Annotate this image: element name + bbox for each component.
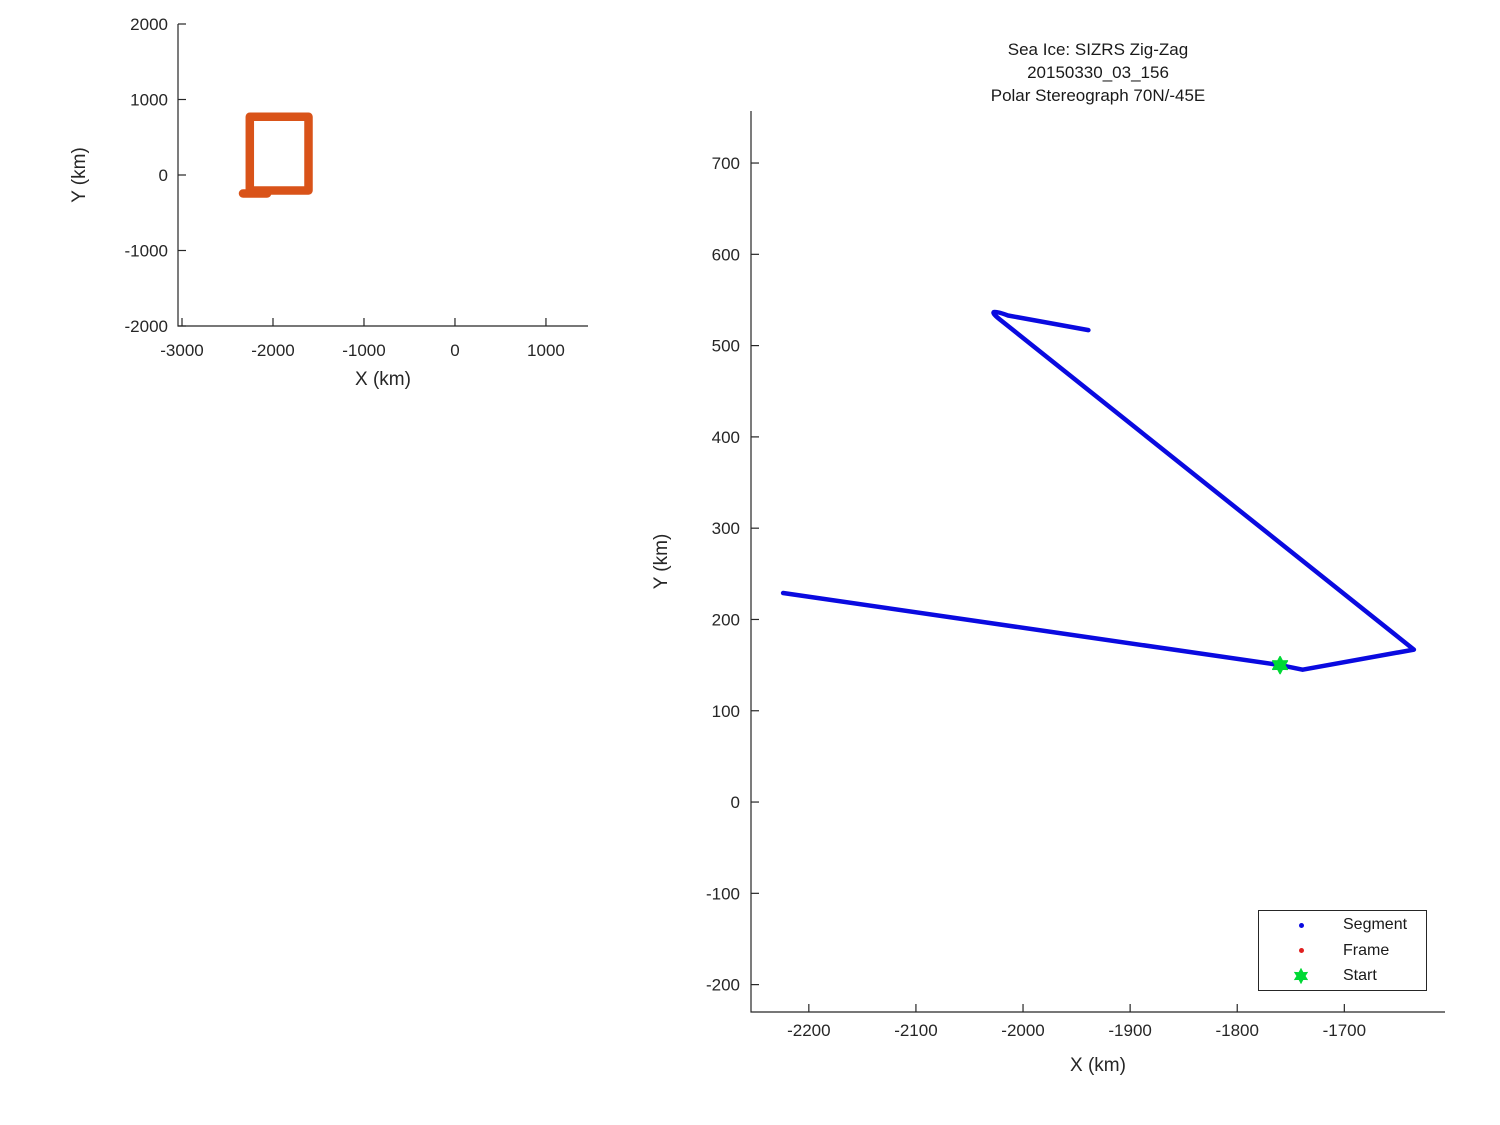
start-hexagram-shape (1293, 968, 1309, 984)
axes-spines (177, 24, 588, 327)
y-tick-label: 2000 (130, 15, 168, 34)
y-tick-label: 0 (731, 793, 740, 812)
x-axis-label: X (km) (355, 369, 411, 390)
x-axis-label: X (km) (1070, 1055, 1126, 1076)
start-marker (1271, 655, 1289, 675)
x-tick-label: -3000 (160, 341, 203, 360)
x-tick-label: -1000 (342, 341, 385, 360)
frame-dot-icon (1298, 948, 1304, 953)
x-tick-label: -1800 (1215, 1021, 1258, 1040)
legend-label-segment: Segment (1343, 916, 1408, 933)
x-tick-label: -2200 (787, 1021, 830, 1040)
legend-item-start: Start (1259, 963, 1426, 989)
y-tick-label: 200 (712, 610, 740, 629)
x-tick-label: 0 (450, 341, 459, 360)
y-tick-label: -2000 (125, 317, 168, 336)
y-tick-label: 400 (712, 428, 740, 447)
y-axis-label: Y (km) (69, 147, 90, 203)
legend-marker-cell (1259, 922, 1343, 928)
x-tick-label: 1000 (527, 341, 565, 360)
chart-title-line2: 20150330_03_156 (1027, 63, 1169, 82)
legend-marker-cell (1259, 948, 1343, 953)
x-tick-label: -2000 (251, 341, 294, 360)
chart-title-line3: Polar Stereograph 70N/-45E (990, 86, 1206, 105)
y-tick-label: -100 (706, 884, 740, 903)
start-hexagram-icon (1293, 968, 1309, 984)
chart-title-line1: Sea Ice: SIZRS Zig-Zag (1007, 40, 1189, 59)
y-tick-label: 600 (712, 245, 740, 264)
legend-marker-cell (1259, 968, 1343, 984)
x-tick-label: -2000 (1001, 1021, 1044, 1040)
x-tick-label: -1700 (1323, 1021, 1366, 1040)
overview-plot: -3000 -2000 -1000 0 1000 -2000 -1000 0 1000 2000 X… (69, 15, 588, 390)
y-tick-label: -1000 (125, 242, 168, 261)
axes-spines (750, 111, 1445, 1013)
y-tick-label: 100 (712, 702, 740, 721)
segment-track (780, 309, 1417, 672)
coverage-box (245, 112, 313, 195)
y-tick-label: 700 (712, 154, 740, 173)
segment-dot-icon (1298, 922, 1304, 928)
y-tick-label: 1000 (130, 91, 168, 110)
track-plot: -2200 -2100 -2000 -1900 -1800 -1700 -200 -100 0 1… (651, 111, 1445, 1076)
legend: Segment Frame Start (1258, 910, 1427, 991)
legend-label-frame: Frame (1343, 941, 1390, 959)
legend-label-start: Start (1343, 967, 1377, 984)
x-tick-label: -1900 (1108, 1021, 1151, 1040)
y-tick-label: 500 (712, 337, 740, 356)
y-tick-label: 300 (712, 519, 740, 538)
legend-item-segment: Segment (1259, 912, 1426, 938)
legend-item-frame: Frame (1259, 938, 1426, 964)
y-axis-label: Y (km) (651, 534, 672, 590)
y-tick-label: 0 (159, 166, 168, 185)
chart-title: Sea Ice: SIZRS Zig-Zag 20150330_03_156 P… (751, 38, 1445, 107)
x-tick-label: -2100 (894, 1021, 937, 1040)
y-tick-label: -200 (706, 976, 740, 995)
